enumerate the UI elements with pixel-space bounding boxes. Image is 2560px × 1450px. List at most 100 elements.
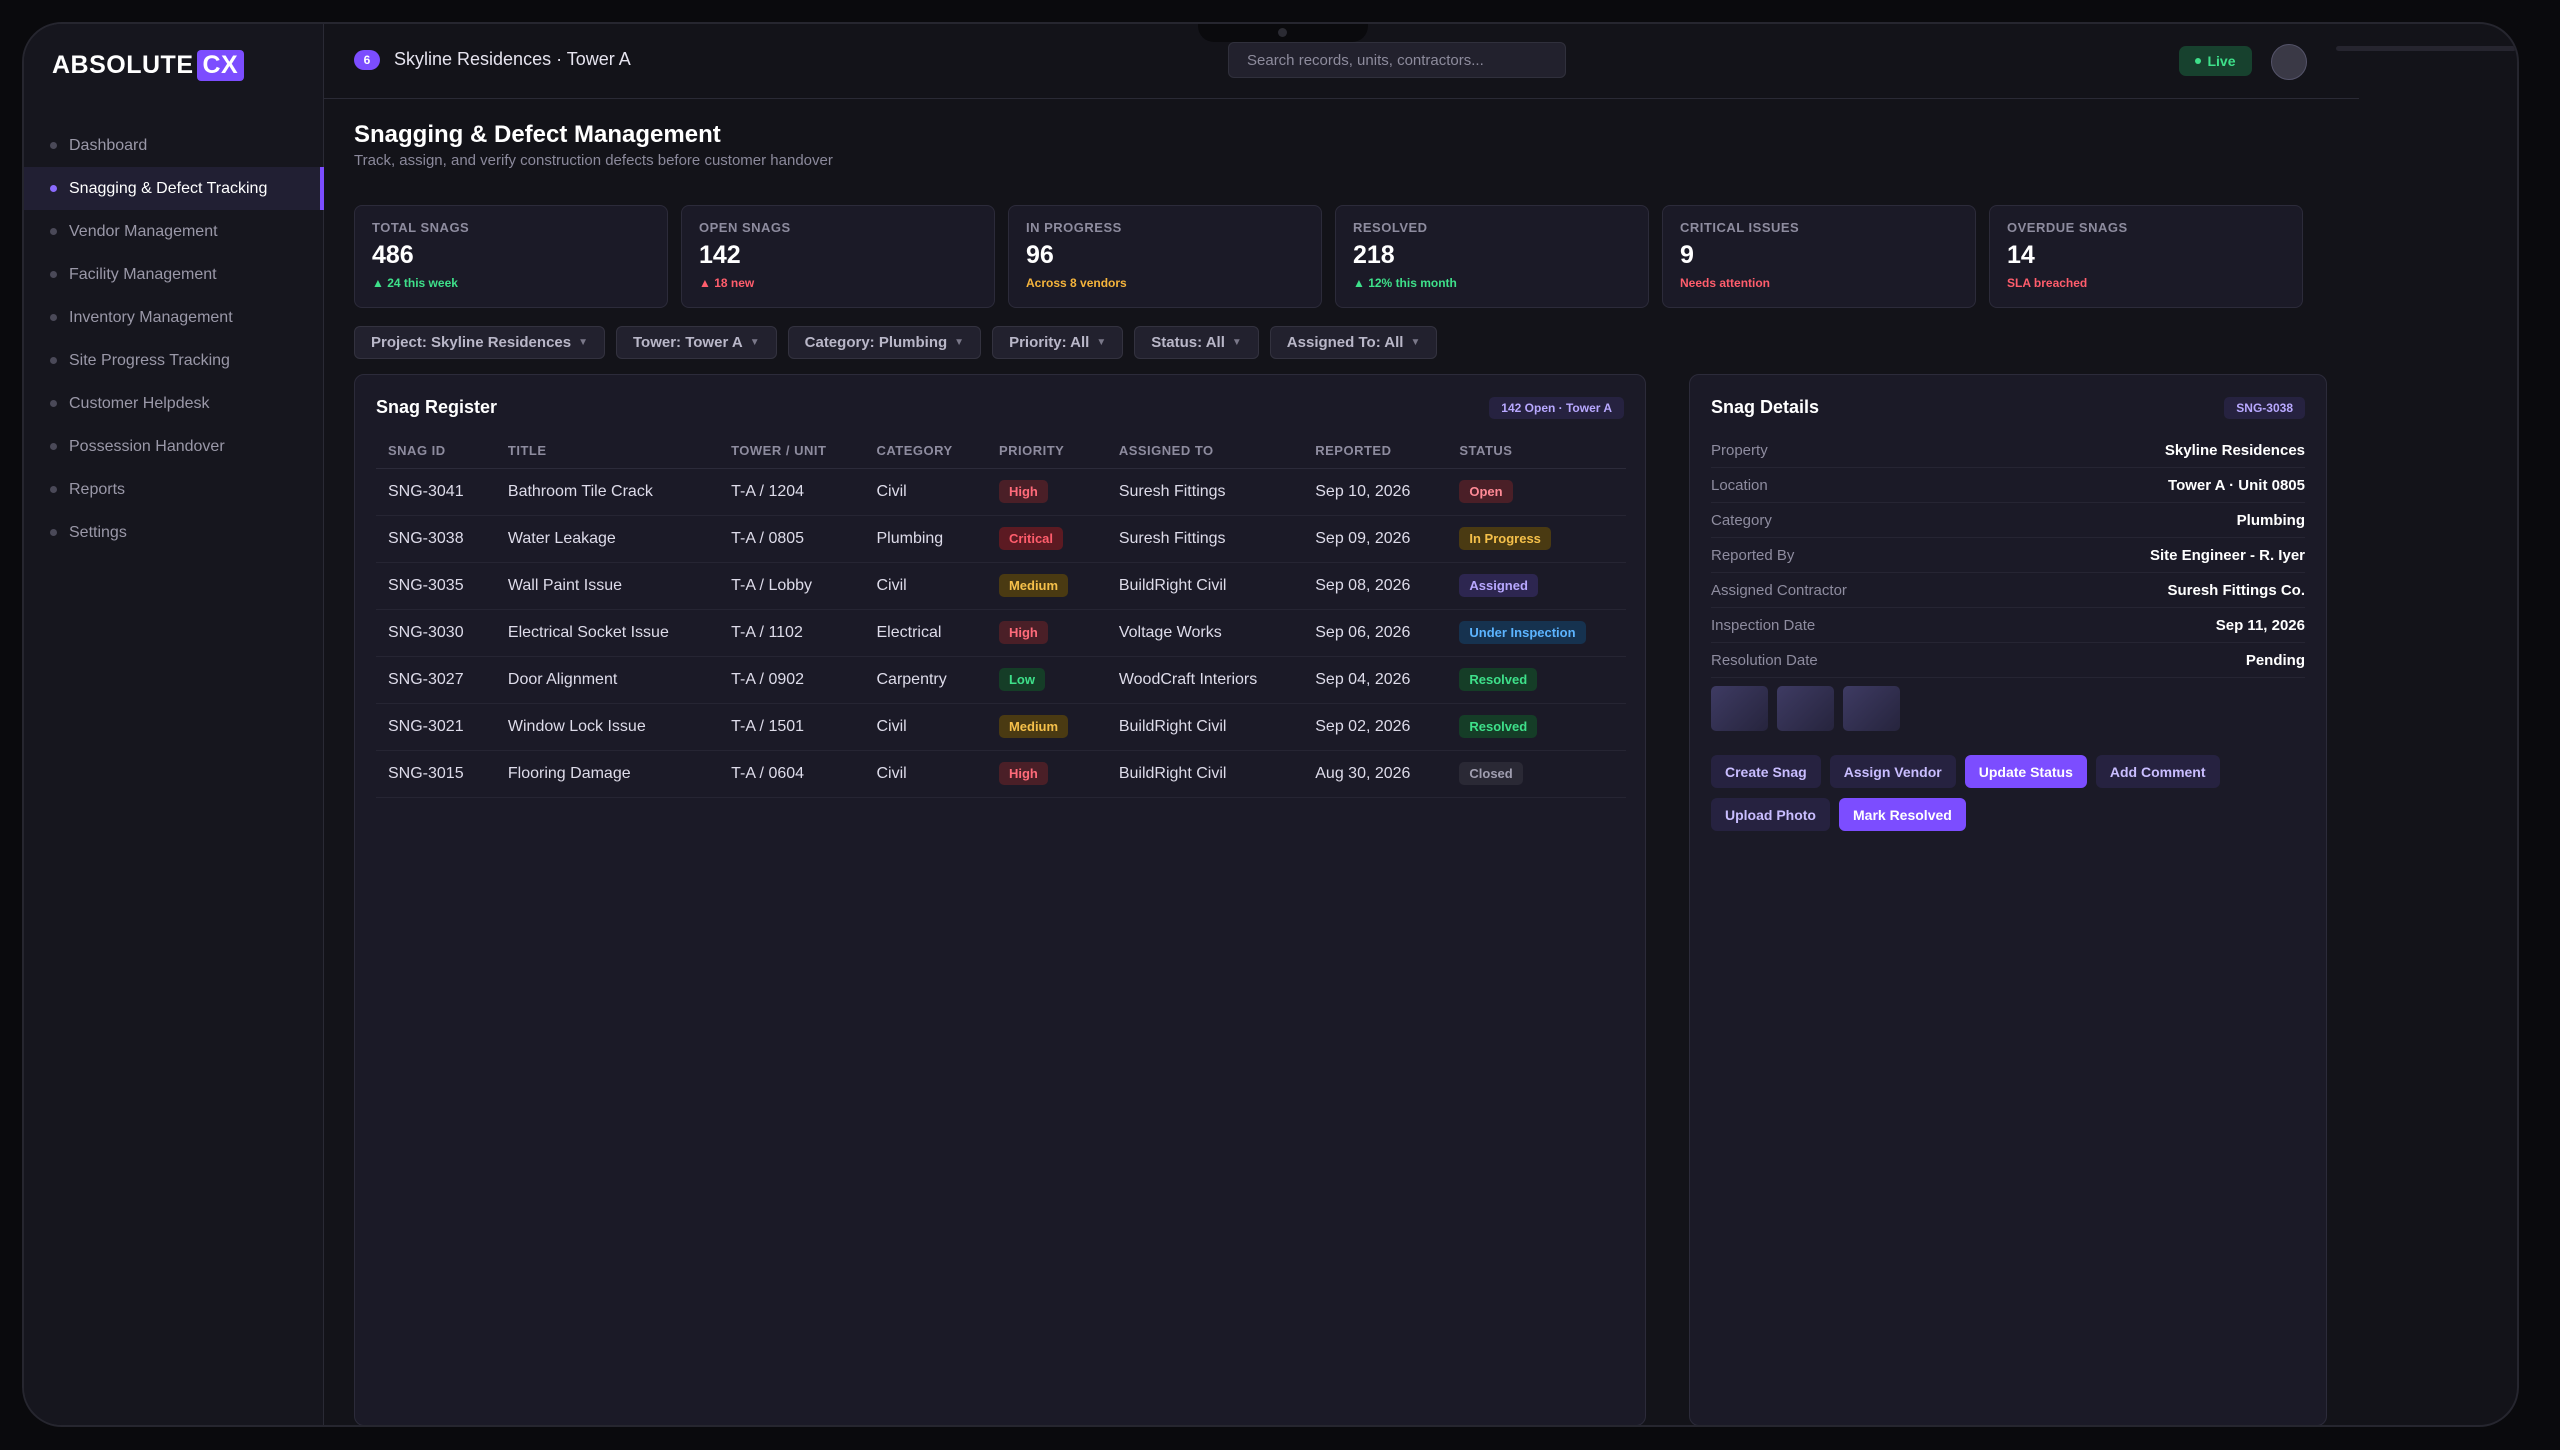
cell-id: SNG-3021 — [376, 703, 496, 751]
photo-thumbnail[interactable] — [1711, 686, 1768, 731]
column-header-status[interactable]: STATUS — [1447, 433, 1626, 469]
filter-dropdown-tower[interactable]: Tower: Tower A ▼ — [616, 326, 777, 359]
detail-key: Category — [1711, 511, 1772, 529]
table-row[interactable]: SNG-3027 Door Alignment T-A / 0902 Carpentr… — [376, 656, 1626, 704]
cell-status: In Progress — [1447, 515, 1626, 563]
sidebar-item-vendor-management[interactable]: Vendor Management — [24, 210, 324, 253]
table-row[interactable]: SNG-3035 Wall Paint Issue T-A / Lobby Civil… — [376, 562, 1626, 610]
cell-assigned: BuildRight Civil — [1106, 750, 1304, 798]
kpi-label: TOTAL SNAGS — [372, 220, 470, 235]
column-header-category[interactable]: CATEGORY — [864, 433, 987, 469]
column-header-snag-id[interactable]: SNAG ID — [376, 433, 496, 469]
cell-reported: Sep 10, 2026 — [1303, 468, 1448, 516]
filter-label: Status: All — [1151, 334, 1225, 351]
kpi-label: OVERDUE SNAGS — [2007, 220, 2128, 235]
sidebar-item-possession-handover[interactable]: Possession Handover — [24, 425, 324, 468]
cell-assigned: BuildRight Civil — [1106, 562, 1304, 610]
sidebar-item-label: Settings — [69, 523, 127, 541]
register-title: Snag Register — [376, 397, 498, 417]
sidebar-item-inventory-management[interactable]: Inventory Management — [24, 296, 324, 339]
table-row[interactable]: SNG-3030 Electrical Socket Issue T-A / 110… — [376, 609, 1626, 657]
cell-priority: High — [986, 468, 1107, 516]
kpi-card-in-progress[interactable]: IN PROGRESS 96 Across 8 vendors — [1008, 205, 1322, 308]
filter-dropdown-assigned-to[interactable]: Assigned To: All ▼ — [1269, 326, 1438, 359]
table-row[interactable]: SNG-3041 Bathroom Tile Crack T-A / 1204 Civ… — [376, 468, 1626, 516]
update-status-button[interactable]: Update Status — [1964, 755, 2087, 788]
sidebar-item-label: Facility Management — [69, 265, 217, 283]
sidebar-item-snagging-defect-tracking[interactable]: Snagging & Defect Tracking — [24, 167, 324, 210]
photo-thumbnail[interactable] — [1777, 686, 1834, 731]
chevron-down-icon: ▼ — [578, 337, 588, 348]
cell-title: Window Lock Issue — [495, 703, 720, 751]
priority-badge: High — [998, 621, 1048, 644]
chevron-down-icon: ▼ — [1096, 337, 1107, 348]
sidebar-item-label: Reports — [69, 480, 126, 498]
column-header-assigned-to[interactable]: ASSIGNED TO — [1106, 433, 1304, 469]
bullet-icon — [50, 185, 57, 192]
sidebar-item-reports[interactable]: Reports — [24, 468, 324, 511]
user-avatar[interactable] — [2271, 44, 2307, 80]
column-header-priority[interactable]: PRIORITY — [986, 433, 1107, 469]
cell-category: Civil — [864, 468, 987, 516]
status-badge: Resolved — [1459, 715, 1538, 738]
status-badge: Open — [1459, 480, 1513, 503]
filter-dropdown-priority[interactable]: Priority: All ▼ — [992, 326, 1124, 359]
status-badge: Closed — [1459, 762, 1523, 785]
cell-id: SNG-3035 — [376, 562, 496, 610]
detail-key: Assigned Contractor — [1711, 581, 1847, 599]
brand-logo[interactable]: ABSOLUTE CX — [52, 50, 245, 81]
mark-resolved-button[interactable]: Mark Resolved — [1839, 798, 1966, 831]
priority-badge: High — [998, 480, 1048, 503]
cell-assigned: Suresh Fittings — [1106, 515, 1304, 563]
bullet-icon — [50, 314, 57, 321]
notification-count-badge[interactable]: 6 — [354, 50, 380, 70]
sidebar-item-label: Customer Helpdesk — [69, 394, 210, 412]
assign-vendor-button[interactable]: Assign Vendor — [1829, 755, 1956, 788]
priority-badge: High — [998, 762, 1048, 785]
chevron-down-icon: ▼ — [1231, 337, 1242, 348]
column-header-tower-unit[interactable]: TOWER / UNIT — [719, 433, 865, 469]
sidebar-item-dashboard[interactable]: Dashboard — [24, 124, 324, 167]
column-header-title[interactable]: TITLE — [495, 433, 720, 469]
detail-actions: Create Snag Assign Vendor Update Status Add… — [1711, 755, 2305, 831]
search-input[interactable] — [1228, 42, 1566, 78]
kpi-label: CRITICAL ISSUES — [1680, 220, 1800, 235]
add-comment-button[interactable]: Add Comment — [2095, 755, 2220, 788]
sidebar: ABSOLUTE CX Dashboard Snagging & Defect T… — [24, 24, 324, 1425]
kpi-card-resolved[interactable]: RESOLVED 218 ▲ 12% this month — [1335, 205, 1649, 308]
table-row[interactable]: SNG-3021 Window Lock Issue T-A / 1501 Civil… — [376, 703, 1626, 751]
bullet-icon — [50, 443, 57, 450]
kpi-card-critical-issues[interactable]: CRITICAL ISSUES 9 Needs attention — [1662, 205, 1976, 308]
bullet-icon — [50, 271, 57, 278]
filter-dropdown-status[interactable]: Status: All ▼ — [1134, 326, 1259, 359]
priority-badge: Medium — [998, 574, 1069, 597]
table-row[interactable]: SNG-3015 Flooring Damage T-A / 0604 Civil Hi… — [376, 750, 1626, 798]
kpi-label: RESOLVED — [1353, 220, 1428, 235]
sidebar-item-customer-helpdesk[interactable]: Customer Helpdesk — [24, 382, 324, 425]
kpi-card-open-snags[interactable]: OPEN SNAGS 142 ▲ 18 new — [681, 205, 995, 308]
filter-dropdown-category[interactable]: Category: Plumbing ▼ — [787, 326, 982, 359]
cell-unit: T-A / 0902 — [719, 656, 865, 704]
sidebar-item-facility-management[interactable]: Facility Management — [24, 253, 324, 296]
filter-label: Assigned To: All — [1286, 334, 1404, 351]
cell-unit: T-A / 1204 — [719, 468, 865, 516]
kpi-card-overdue-snags[interactable]: OVERDUE SNAGS 14 SLA breached — [1989, 205, 2303, 308]
column-header-reported[interactable]: REPORTED — [1303, 433, 1448, 469]
sidebar-item-site-progress-tracking[interactable]: Site Progress Tracking — [24, 339, 324, 382]
sidebar-nav: Dashboard Snagging & Defect Tracking Vendo… — [24, 124, 324, 554]
create-snag-button[interactable]: Create Snag — [1711, 755, 1821, 788]
detail-key: Inspection Date — [1711, 616, 1816, 634]
sidebar-item-settings[interactable]: Settings — [24, 511, 324, 554]
kpi-trend: Across 8 vendors — [1026, 276, 1127, 290]
cell-assigned: Voltage Works — [1106, 609, 1304, 657]
filter-dropdown-project[interactable]: Project: Skyline Residences ▼ — [354, 326, 605, 359]
table-row[interactable]: SNG-3038 Water Leakage T-A / 0805 Plumbing C… — [376, 515, 1626, 563]
cell-reported: Sep 08, 2026 — [1303, 562, 1448, 610]
cell-unit: T-A / 1501 — [719, 703, 865, 751]
cell-priority: High — [986, 750, 1107, 798]
kpi-value: 218 — [1353, 241, 1395, 269]
photo-thumbnail[interactable] — [1843, 686, 1900, 731]
detail-value: Plumbing — [2236, 511, 2305, 529]
kpi-card-total-snags[interactable]: TOTAL SNAGS 486 ▲ 24 this week — [354, 205, 668, 308]
upload-photo-button[interactable]: Upload Photo — [1711, 798, 1830, 831]
